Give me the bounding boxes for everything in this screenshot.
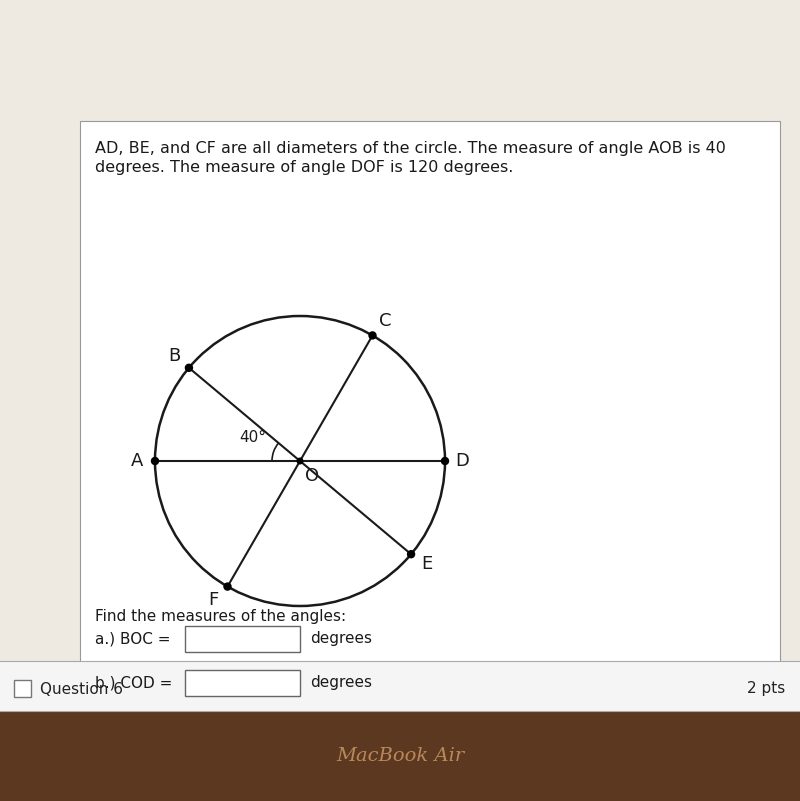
Bar — [0, 661, 800, 711]
Text: Question 6: Question 6 — [40, 682, 123, 697]
Text: degrees: degrees — [310, 675, 372, 690]
Text: F: F — [208, 590, 218, 609]
Text: D: D — [455, 452, 469, 470]
Bar — [80, 121, 780, 693]
Text: Find the measures of the angles:: Find the measures of the angles: — [95, 609, 346, 624]
Bar — [0, 711, 800, 801]
Bar — [185, 670, 300, 696]
Text: O: O — [305, 467, 319, 485]
Bar — [0, 0, 800, 711]
Text: degrees: degrees — [310, 631, 372, 646]
Text: E: E — [422, 555, 433, 574]
Text: degrees. The measure of angle DOF is 120 degrees.: degrees. The measure of angle DOF is 120… — [95, 160, 514, 175]
Text: C: C — [379, 312, 392, 331]
Text: AD, BE, and CF are all diameters of the circle. The measure of angle AOB is 40: AD, BE, and CF are all diameters of the … — [95, 141, 726, 156]
Circle shape — [442, 457, 449, 465]
Bar — [185, 626, 300, 652]
Text: MacBook Air: MacBook Air — [336, 747, 464, 765]
Text: A: A — [131, 452, 143, 470]
Circle shape — [151, 457, 158, 465]
Circle shape — [369, 332, 376, 339]
Text: 40°: 40° — [239, 430, 266, 445]
Text: B: B — [168, 347, 180, 364]
Circle shape — [224, 583, 231, 590]
Text: a.) BOC =: a.) BOC = — [95, 631, 170, 646]
Bar — [14, 680, 31, 697]
Circle shape — [298, 458, 302, 464]
Circle shape — [186, 364, 193, 372]
Text: b.) COD =: b.) COD = — [95, 675, 172, 690]
Text: 2 pts: 2 pts — [746, 682, 785, 697]
Circle shape — [407, 551, 414, 557]
